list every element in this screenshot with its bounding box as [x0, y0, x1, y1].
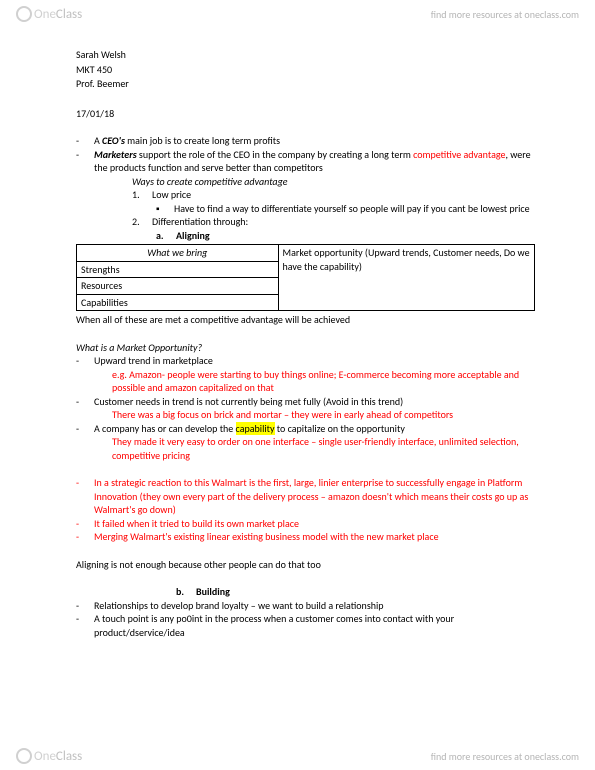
logo-circle-icon	[16, 748, 32, 764]
dash-icon: -	[76, 599, 84, 613]
logo-class: Class	[56, 749, 82, 764]
page-header: OneClass find more resources at oneclass…	[0, 0, 595, 28]
table-cell: Capabilities	[77, 294, 279, 311]
dash-icon: -	[76, 134, 84, 148]
logo-class: Class	[56, 7, 82, 22]
dash-icon: -	[76, 422, 84, 436]
bullet-walmart-2: - It failed when it tried to build its o…	[76, 517, 535, 531]
sub-low-price: ▪ Have to find a way to differentiate yo…	[156, 202, 535, 216]
ol-differentiation: 2. Differentiation through:	[132, 215, 535, 229]
capability-example: They made it very easy to order on one i…	[112, 435, 535, 462]
ways-header: Ways to create competitive advantage	[132, 175, 535, 189]
bullet-capability: - A company has or can develop the capab…	[76, 422, 535, 436]
professor-line: Prof. Beemer	[76, 77, 535, 91]
dash-icon: -	[76, 148, 84, 175]
ol-text: Building	[196, 585, 230, 599]
header-resources-link[interactable]: find more resources at oneclass.com	[431, 8, 579, 21]
bullet-customer-needs: - Customer needs in trend is not current…	[76, 395, 535, 409]
t: A touch point is any po0int in the proce…	[94, 612, 535, 639]
logo-one: One	[34, 7, 56, 22]
dash-icon: -	[76, 530, 84, 544]
logo-one: One	[34, 749, 56, 764]
t: In a strategic reaction to this Walmart …	[94, 476, 535, 517]
dash-icon: -	[76, 476, 84, 517]
logo-circle-icon	[16, 6, 32, 22]
t: Marketers	[94, 148, 137, 161]
t: A	[94, 134, 102, 147]
t: Merging Walmart's existing linear existi…	[94, 530, 439, 544]
ol-building: b. Building	[176, 585, 535, 599]
align-note: Aligning is not enough because other peo…	[76, 558, 535, 572]
ol-marker: b.	[176, 585, 190, 599]
footer-resources-link[interactable]: find more resources at oneclass.com	[431, 750, 579, 763]
t: competitive advantage	[413, 148, 505, 161]
bullet-text: A CEO's main job is to create long term …	[94, 134, 280, 148]
table-row: What we bring Market opportunity (Upward…	[77, 245, 535, 262]
highlighted: capability	[236, 422, 275, 435]
upward-example: e.g. Amazon- people were starting to buy…	[112, 368, 535, 395]
table-heading: What we bring	[77, 245, 279, 262]
course-line: MKT 450	[76, 63, 535, 77]
bullet-upward: - Upward trend in marketplace	[76, 354, 535, 368]
t: Upward trend in marketplace	[94, 354, 213, 368]
ol-low-price: 1. Low price	[132, 188, 535, 202]
t: A company has or can develop the	[94, 422, 236, 435]
ol-marker: 1.	[132, 188, 146, 202]
logo-text: OneClass	[34, 7, 82, 22]
t: Customer needs in trend is not currently…	[94, 395, 403, 409]
t: A company has or can develop the capabil…	[94, 422, 405, 436]
bullet-text: Marketers support the role of the CEO in…	[94, 148, 535, 175]
dash-icon: -	[76, 517, 84, 531]
date-line: 17/01/18	[76, 107, 535, 121]
dash-icon: -	[76, 395, 84, 409]
dash-icon: -	[76, 612, 84, 639]
page-footer: OneClass find more resources at oneclass…	[0, 742, 595, 770]
ol-text: Differentiation through:	[152, 215, 248, 229]
brand-logo: OneClass	[16, 6, 82, 22]
customer-needs-example: There was a big focus on brick and morta…	[112, 408, 535, 422]
table-right-cell: Market opportunity (Upward trends, Custo…	[278, 245, 534, 311]
dash-icon: -	[76, 354, 84, 368]
brand-logo-footer: OneClass	[16, 748, 82, 764]
t: support the role of the CEO in the compa…	[137, 148, 413, 161]
bullet-walmart-3: - Merging Walmart's existing linear exis…	[76, 530, 535, 544]
ol-marker: a.	[156, 229, 170, 243]
table-cell: Strengths	[77, 261, 279, 278]
bullet-touchpoint: - A touch point is any po0int in the pro…	[76, 612, 535, 639]
ol-marker: 2.	[132, 215, 146, 229]
ol-text: Low price	[152, 188, 191, 202]
bullet-walmart-1: - In a strategic reaction to this Walmar…	[76, 476, 535, 517]
ol-aligning: a. Aligning	[156, 229, 535, 243]
bullet-ceo: - A CEO's main job is to create long ter…	[76, 134, 535, 148]
author-line: Sarah Welsh	[76, 48, 535, 62]
after-table: When all of these are met a competitive …	[76, 313, 535, 327]
bullet-marketers: - Marketers support the role of the CEO …	[76, 148, 535, 175]
logo-text: OneClass	[34, 749, 82, 764]
t: to capitalize on the opportunity	[275, 422, 405, 435]
bullet-relationships: - Relationships to develop brand loyalty…	[76, 599, 535, 613]
sub-text: Have to find a way to differentiate your…	[174, 202, 530, 216]
alignment-table: What we bring Market opportunity (Upward…	[76, 244, 535, 311]
ol-text: Aligning	[176, 229, 210, 243]
t: It failed when it tried to build its own…	[94, 517, 299, 531]
t: CEO's	[102, 134, 125, 147]
market-opp-header: What is a Market Opportunity?	[76, 341, 535, 355]
document-body: Sarah Welsh MKT 450 Prof. Beemer 17/01/1…	[0, 28, 595, 679]
table-cell: Resources	[77, 278, 279, 295]
square-icon: ▪	[156, 202, 164, 216]
t: main job is to create long term profits	[125, 134, 280, 147]
t: Relationships to develop brand loyalty –…	[94, 599, 384, 613]
